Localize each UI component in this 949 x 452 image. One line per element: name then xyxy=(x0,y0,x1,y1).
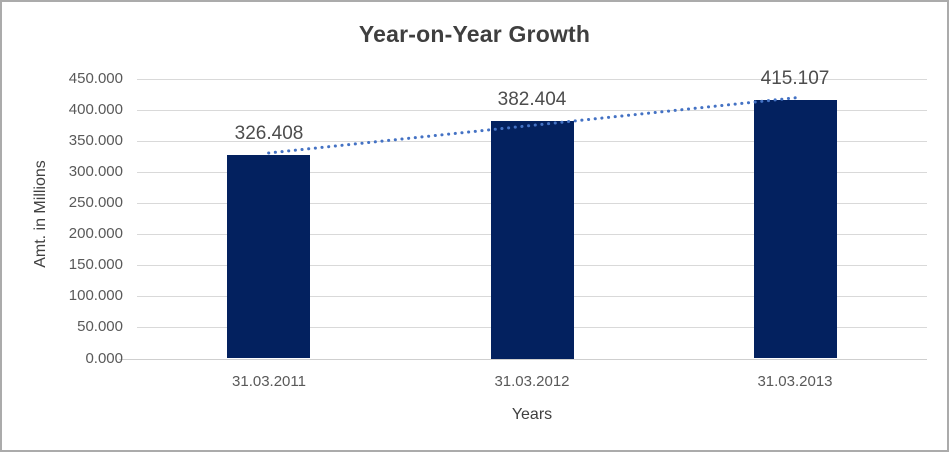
y-tick-label: 200.000 xyxy=(68,225,123,242)
x-category-label: 31.03.2011 xyxy=(232,373,306,390)
y-tick-label: 150.000 xyxy=(68,256,123,273)
bar xyxy=(491,121,574,359)
y-tick-label: 300.000 xyxy=(68,163,123,180)
y-tick-label: 450.000 xyxy=(68,70,123,87)
y-tick-label: 400.000 xyxy=(68,101,123,118)
x-axis-title: Years xyxy=(511,406,553,423)
bar xyxy=(754,100,837,358)
y-tick-label: 250.000 xyxy=(68,194,123,211)
bar-value-label: 415.107 xyxy=(760,68,830,89)
y-tick-label: 350.000 xyxy=(68,132,123,149)
bar-value-label: 382.404 xyxy=(497,89,567,110)
bar xyxy=(227,155,310,358)
x-category-label: 31.03.2013 xyxy=(757,373,833,390)
y-tick-label: 50.000 xyxy=(77,318,123,335)
chart-title: Year-on-Year Growth xyxy=(358,21,591,47)
y-tick-label: 100.000 xyxy=(68,287,123,304)
y-gridline xyxy=(137,79,927,80)
x-category-label: 31.03.2012 xyxy=(494,373,570,390)
bar-value-label: 326.408 xyxy=(234,123,304,144)
y-tick-label: 0.000 xyxy=(85,350,123,367)
x-axis-line xyxy=(119,359,927,360)
